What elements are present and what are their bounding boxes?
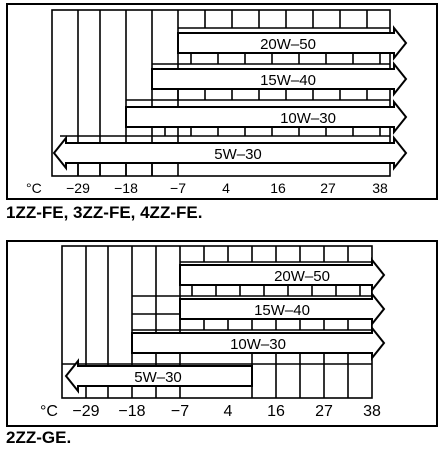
tick-label: 27 (320, 180, 336, 196)
unit-label-bottom: °C (40, 403, 58, 420)
viscosity-chart-top: 20W–50 15W–40 10W–30 5W–30 °C −29 −18 −7… (26, 9, 408, 196)
grade-label-5w30-bottom: 5W–30 (134, 369, 182, 386)
viscosity-chart-bottom: 20W–50 15W–40 10W–30 5W–30 °C −29 −18 −7… (40, 245, 386, 420)
tick-label: −29 (66, 180, 90, 196)
grade-arrow-5w30-bottom (64, 358, 253, 394)
tick-label: −29 (72, 403, 99, 420)
tick-label: 38 (372, 180, 388, 196)
grade-arrow-20w50-bottom (179, 257, 386, 293)
grade-label-10w30-top: 10W–30 (280, 110, 336, 127)
grade-arrow-5w30-top (52, 135, 408, 171)
tick-label: −18 (118, 403, 145, 420)
grade-label-20w50-bottom: 20W–50 (274, 268, 330, 285)
tick-label: 27 (315, 403, 333, 420)
grade-arrow-20w50-top (177, 25, 408, 61)
tick-label: 4 (224, 403, 233, 420)
engine-caption-bottom: 2ZZ-GE. (6, 428, 72, 447)
engine-caption-top: 1ZZ-FE, 3ZZ-FE, 4ZZ-FE. (6, 203, 203, 222)
grade-label-10w30-bottom: 10W–30 (230, 336, 286, 353)
tick-label: 4 (222, 180, 230, 196)
viscosity-chart-panel-top (6, 3, 438, 200)
grade-label-20w50-top: 20W–50 (260, 36, 316, 53)
unit-label-top: °C (26, 180, 42, 196)
grade-arrow-15w40-bottom (179, 291, 386, 327)
tick-label: 16 (270, 180, 286, 196)
grade-label-15w40-top: 15W–40 (260, 72, 316, 89)
tick-label: 38 (363, 403, 381, 420)
tick-label: −7 (171, 403, 189, 420)
grade-label-5w30-top: 5W–30 (214, 146, 262, 163)
grade-arrow-15w40-top (151, 61, 408, 97)
tick-label: −7 (170, 180, 186, 196)
tick-label: 16 (267, 403, 285, 420)
grade-arrow-10w30-bottom (131, 325, 386, 361)
tick-label: −18 (114, 180, 138, 196)
grade-arrow-10w30-top (125, 99, 408, 135)
viscosity-chart-panel-bottom (6, 240, 438, 427)
grade-label-15w40-bottom: 15W–40 (254, 302, 310, 319)
